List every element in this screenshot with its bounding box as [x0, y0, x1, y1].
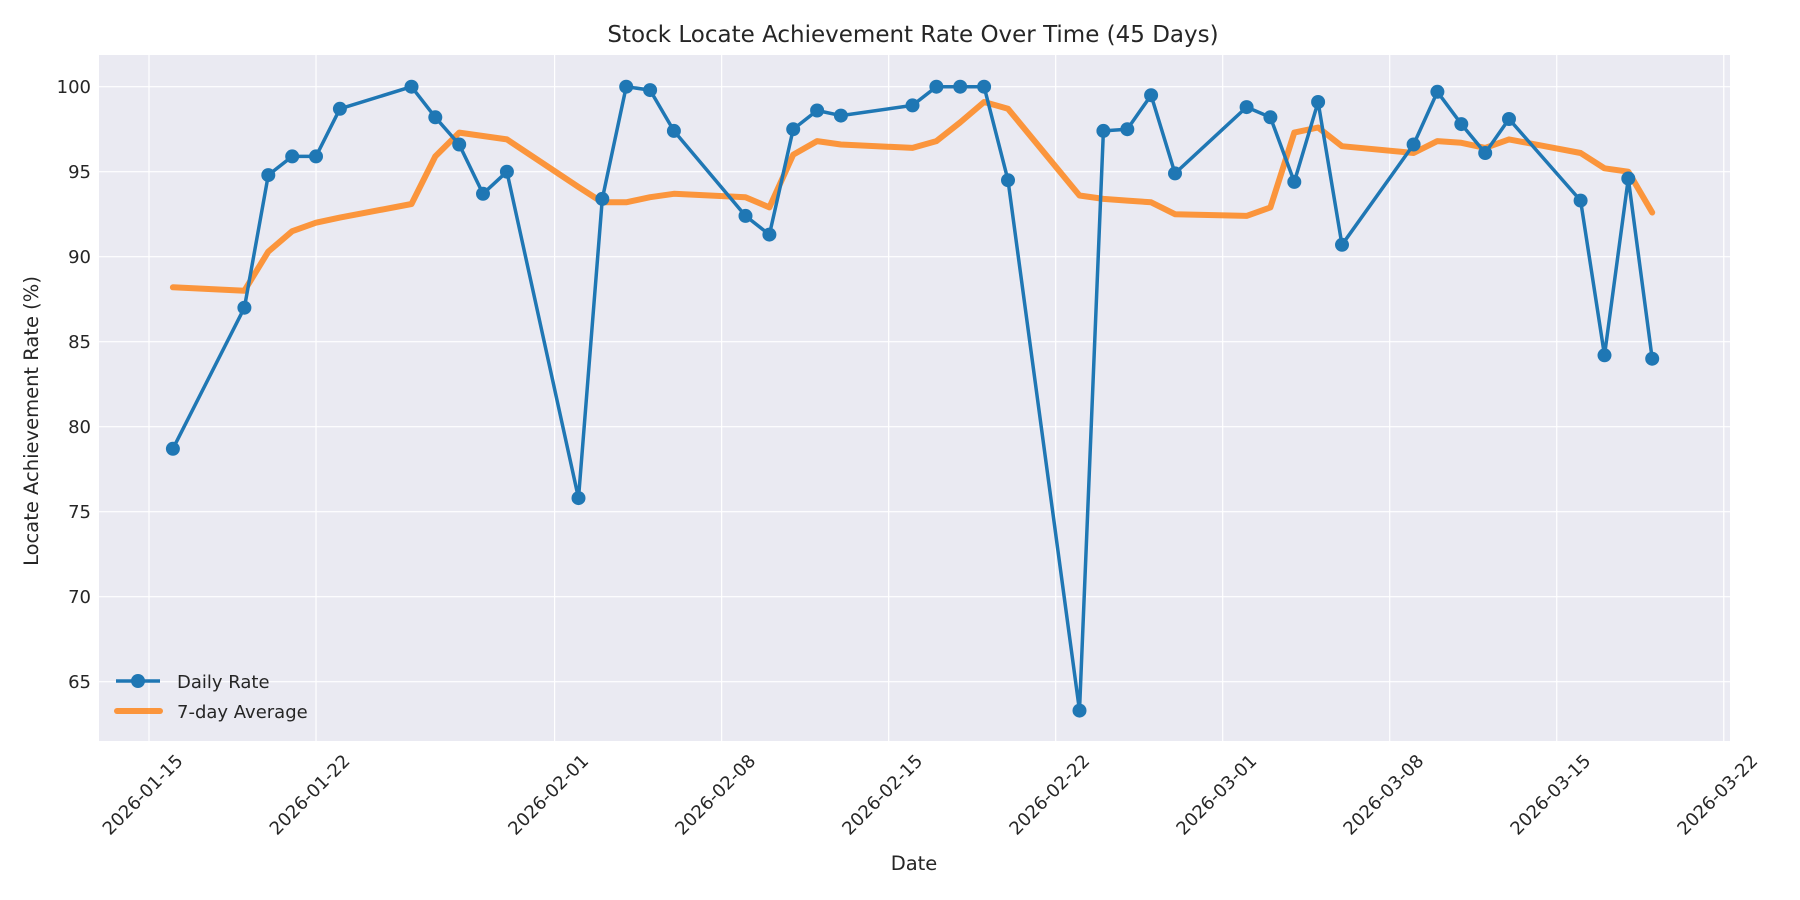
x-tick-label: 2026-01-15 — [99, 751, 188, 840]
daily-point-marker — [977, 79, 992, 94]
daily-point-marker — [905, 98, 920, 113]
x-tick-label: 2026-01-22 — [266, 751, 355, 840]
daily-point-marker — [1573, 193, 1588, 208]
daily-point-marker — [1430, 84, 1445, 99]
average-line — [169, 99, 1656, 294]
daily-point-marker — [285, 149, 300, 164]
daily-point-marker — [428, 110, 443, 125]
y-tick-label: 95 — [68, 162, 91, 183]
daily-point-marker — [1001, 173, 1015, 188]
daily-point-marker — [1311, 95, 1326, 109]
x-tick-label: 2026-02-15 — [838, 751, 927, 840]
daily-point-marker — [404, 79, 419, 94]
y-axis-label: Locate Achievement Rate (%) — [20, 276, 43, 566]
daily-point-marker — [1239, 100, 1254, 115]
y-tick-label: 75 — [68, 502, 91, 523]
daily-point-marker — [571, 491, 586, 506]
daily-point-marker — [1597, 348, 1612, 363]
daily-point-marker — [786, 122, 801, 137]
y-tick-label: 80 — [68, 417, 91, 438]
x-tick-label: 2026-03-01 — [1172, 751, 1261, 840]
daily-point-marker — [237, 300, 252, 315]
daily-point-marker — [1263, 110, 1278, 125]
x-tick-label: 2026-03-15 — [1506, 751, 1595, 840]
daily-point-marker — [595, 191, 610, 206]
daily-point-marker — [1168, 166, 1182, 181]
daily-point-marker — [1502, 112, 1516, 126]
x-tick-label: 2026-02-22 — [1005, 751, 1094, 840]
daily-point-marker — [332, 101, 347, 116]
y-tick-label: 65 — [68, 672, 91, 693]
legend: Daily Rate 7-day Average — [114, 672, 308, 723]
daily-point-marker — [929, 79, 944, 94]
daily-point-marker — [1478, 146, 1493, 160]
daily-point-marker — [165, 441, 180, 456]
plot-area — [99, 55, 1730, 741]
daily-point-marker — [953, 79, 968, 94]
x-tick-label: 2026-02-01 — [504, 751, 593, 840]
y-tick-label: 90 — [68, 247, 91, 268]
chart-title: Stock Locate Achievement Rate Over Time … — [607, 22, 1218, 48]
x-tick-label: 2026-03-08 — [1339, 751, 1428, 840]
y-tick-label: 70 — [68, 587, 91, 608]
x-axis-ticks: 2026-01-15 2026-01-22 2026-02-01 2026-02-08… — [99, 751, 1763, 840]
daily-point-marker — [619, 79, 634, 94]
daily-point-marker — [666, 123, 681, 138]
daily-point-marker — [1645, 351, 1660, 366]
daily-point-marker — [499, 164, 514, 179]
daily-point-marker — [643, 83, 658, 98]
daily-point-marker — [1406, 137, 1421, 152]
daily-point-marker — [1144, 88, 1159, 103]
daily-point-marker — [1335, 237, 1349, 252]
legend-average-label: 7-day Average — [177, 702, 308, 723]
series-daily-rate — [165, 79, 1660, 718]
legend-daily-label: Daily Rate — [177, 672, 270, 693]
x-tick-label: 2026-03-22 — [1673, 751, 1762, 840]
daily-point-marker — [476, 186, 490, 201]
daily-point-marker — [738, 208, 753, 223]
daily-point-marker — [1120, 122, 1135, 137]
daily-point-marker — [1072, 703, 1087, 718]
daily-point-marker — [1621, 171, 1636, 186]
daily-point-marker — [762, 227, 777, 242]
y-tick-label: 85 — [68, 332, 91, 353]
series-7day-average — [169, 99, 1656, 294]
daily-point-marker — [1287, 174, 1302, 189]
x-tick-label: 2026-02-08 — [671, 751, 760, 840]
y-axis-ticks: 65 70 75 80 85 90 95 100 — [57, 77, 91, 693]
gridlines — [99, 55, 1730, 741]
daily-point-marker — [261, 168, 276, 183]
daily-point-marker — [1096, 123, 1111, 138]
daily-point-marker — [452, 137, 467, 152]
daily-point-marker — [833, 108, 848, 123]
x-axis-label: Date — [891, 852, 938, 875]
daily-point-marker — [1454, 117, 1469, 132]
daily-point-marker — [309, 149, 323, 164]
y-tick-label: 100 — [57, 77, 91, 98]
legend-daily-marker-icon — [131, 674, 145, 688]
daily-point-marker — [810, 103, 825, 118]
